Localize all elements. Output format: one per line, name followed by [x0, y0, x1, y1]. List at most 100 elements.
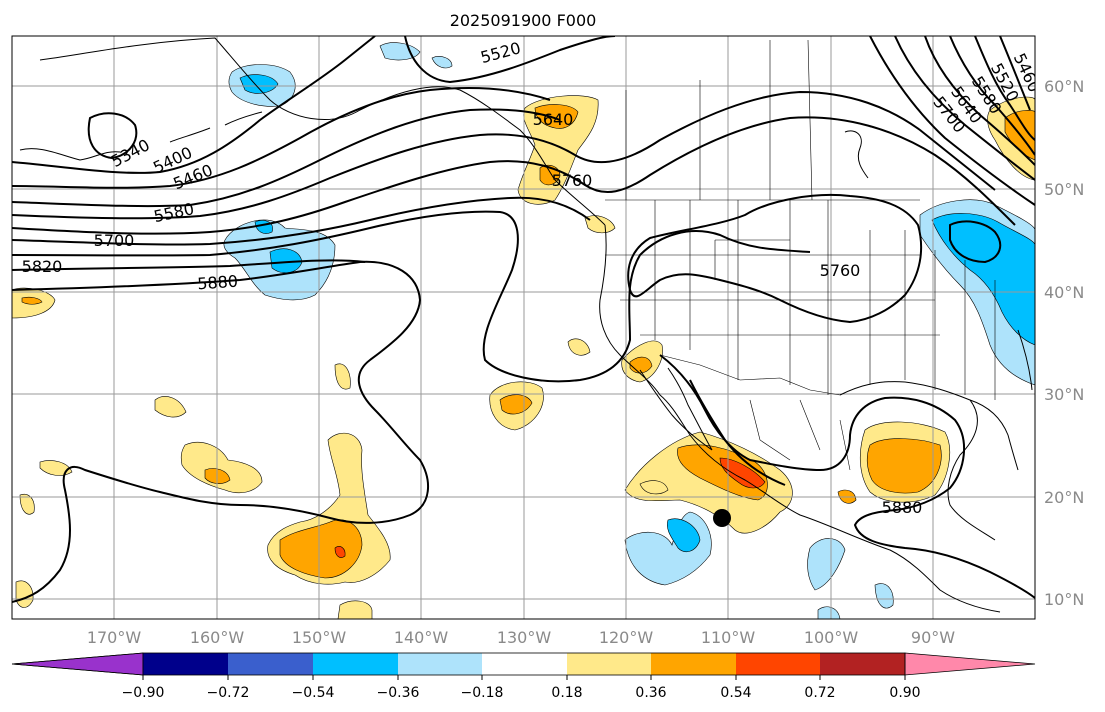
- anomaly-region-small-4: [15, 580, 34, 608]
- contour-ne-5640: [924, 36, 1035, 166]
- colorbar-extend-high: [904, 652, 1036, 676]
- anomaly-region-bc-coast: [517, 95, 599, 205]
- lon-label-150w: 150°W: [292, 628, 347, 647]
- colorbar-label-072: 0.72: [804, 685, 835, 701]
- colorbar-segment-9: [820, 653, 905, 675]
- colorbar-tick-labels: −0.90 −0.72 −0.54 −0.36 −0.18 0.18 0.36 …: [122, 685, 921, 701]
- colorbar-label-018: 0.18: [551, 685, 582, 701]
- lon-label-100w: 100°W: [804, 628, 859, 647]
- colorbar-segment-5: [482, 653, 567, 675]
- contour-label-5820: 5820: [22, 257, 63, 276]
- lon-label-140w: 140°W: [394, 628, 449, 647]
- anomaly-region-hawaii: [180, 441, 263, 494]
- latitude-labels: 60°N 50°N 40°N 30°N 20°N 10°N: [1044, 77, 1084, 609]
- contour-label-5880: 5880: [197, 272, 239, 294]
- lat-label-20n: 20°N: [1044, 488, 1084, 507]
- lat-label-10n: 10°N: [1044, 590, 1084, 609]
- contour-ne-5520: [974, 36, 1035, 141]
- coastline-east: [1017, 329, 1033, 391]
- anomaly-region-tropical-blue-4: [817, 606, 841, 619]
- coastline-florida: [969, 399, 1019, 471]
- contour-label-5760-coast: 5760: [552, 171, 593, 190]
- positive-anomaly-regions: [12, 95, 1035, 619]
- contour-5580: [12, 90, 996, 220]
- lon-label-120w: 120°W: [599, 628, 654, 647]
- contour-label-5700: 5700: [94, 231, 135, 250]
- colorbar-segment-4: [398, 653, 482, 675]
- contour-5700: [12, 196, 591, 246]
- anomaly-region-bc-coast-core: [534, 104, 579, 129]
- anomaly-region-small-1: [154, 396, 187, 418]
- colorbar-frame: [142, 652, 906, 676]
- contour-5820: [12, 259, 366, 271]
- colorbar-segment-1: [143, 653, 228, 675]
- colorbar-label-neg018: −0.18: [461, 685, 504, 701]
- coastline-gulf: [839, 381, 996, 541]
- anomaly-region-alaska-west-core: [239, 74, 279, 94]
- colorbar-label-neg036: −0.36: [377, 685, 420, 701]
- graticule: [12, 36, 1035, 619]
- contour-5880-west: [12, 260, 430, 603]
- anomaly-region-aleutians: [379, 42, 421, 61]
- coastline-baja: [639, 367, 713, 451]
- colorbar-segment-7: [651, 653, 736, 675]
- contour-5520: [12, 108, 561, 208]
- contour-5340: [87, 112, 138, 160]
- colorbar-segment-6: [567, 653, 651, 675]
- political-borders: [605, 39, 996, 471]
- contour-5760-east: [627, 193, 923, 324]
- colorbar-segment-2: [228, 653, 313, 675]
- colorbar-label-neg090: −0.90: [122, 685, 165, 701]
- lat-label-50n: 50°N: [1044, 180, 1084, 199]
- anomaly-region-small-2: [39, 460, 73, 476]
- colorbar-label-054: 0.54: [720, 685, 751, 701]
- lat-label-60n: 60°N: [1044, 77, 1084, 96]
- anomaly-region-small-6: [19, 493, 35, 515]
- coastline-west-coast: [599, 224, 1001, 613]
- contour-label-5880-gulf: 5880: [882, 498, 923, 517]
- colorbar-extend-low: [11, 652, 144, 676]
- anomaly-region-south-central-peak: [334, 546, 346, 558]
- height-contours: [12, 36, 1035, 603]
- contour-5400: [12, 36, 376, 174]
- anomaly-region-great-lakes-core: [931, 213, 1035, 346]
- storm-center-marker: [713, 509, 731, 527]
- lon-label-170w: 170°W: [87, 628, 142, 647]
- anomaly-region-mexico-coast-peak: [719, 457, 766, 489]
- colorbar-label-neg054: −0.54: [292, 685, 335, 701]
- contour-great-lakes: [949, 220, 1002, 264]
- contour-5640: [12, 116, 1016, 235]
- anomaly-region-gulf-core: [866, 438, 942, 494]
- anomaly-region-west-edge-core: [21, 296, 43, 305]
- contour-5460: [12, 87, 551, 189]
- contour-ne-5700: [894, 36, 1035, 181]
- contour-5760-west: [12, 210, 811, 383]
- map-area: 5520 5340 5400 5460 5580 5700 5820 5880 …: [12, 36, 1035, 619]
- colorbar: −0.90 −0.72 −0.54 −0.36 −0.18 0.18 0.36 …: [11, 652, 1036, 701]
- contour-ne-5760: [869, 36, 1035, 206]
- colorbar-segment-8: [736, 653, 820, 675]
- lat-label-40n: 40°N: [1044, 283, 1084, 302]
- anomaly-region-off-baja: [567, 338, 591, 356]
- anomaly-region-south-central-core: [279, 519, 363, 579]
- coastline-aleutians: [169, 111, 263, 143]
- border-canada-interior: [625, 39, 813, 201]
- lon-label-130w: 130°W: [497, 628, 552, 647]
- coastline-siberia: [19, 148, 121, 161]
- map-frame: [11, 35, 1036, 620]
- anomaly-region-tropical-blue-2: [807, 538, 846, 591]
- colorbar-segment-3: [313, 653, 398, 675]
- anomaly-region-tropical-blue-3: [874, 583, 894, 609]
- lat-label-30n: 30°N: [1044, 385, 1084, 404]
- anomaly-region-small-5: [337, 600, 373, 619]
- border-mexico-interior: [749, 399, 851, 471]
- figure-title: 2025091900 F000: [450, 11, 597, 30]
- coastline-hudson: [844, 130, 869, 179]
- colorbar-label-neg072: −0.72: [207, 685, 250, 701]
- contour-label-5640: 5640: [533, 110, 574, 129]
- longitude-labels: 170°W 160°W 150°W 140°W 130°W 120°W 110°…: [87, 628, 955, 647]
- contour-label-5760-us: 5760: [820, 261, 861, 280]
- lon-label-90w: 90°W: [911, 628, 955, 647]
- border-us-mexico: [659, 354, 841, 396]
